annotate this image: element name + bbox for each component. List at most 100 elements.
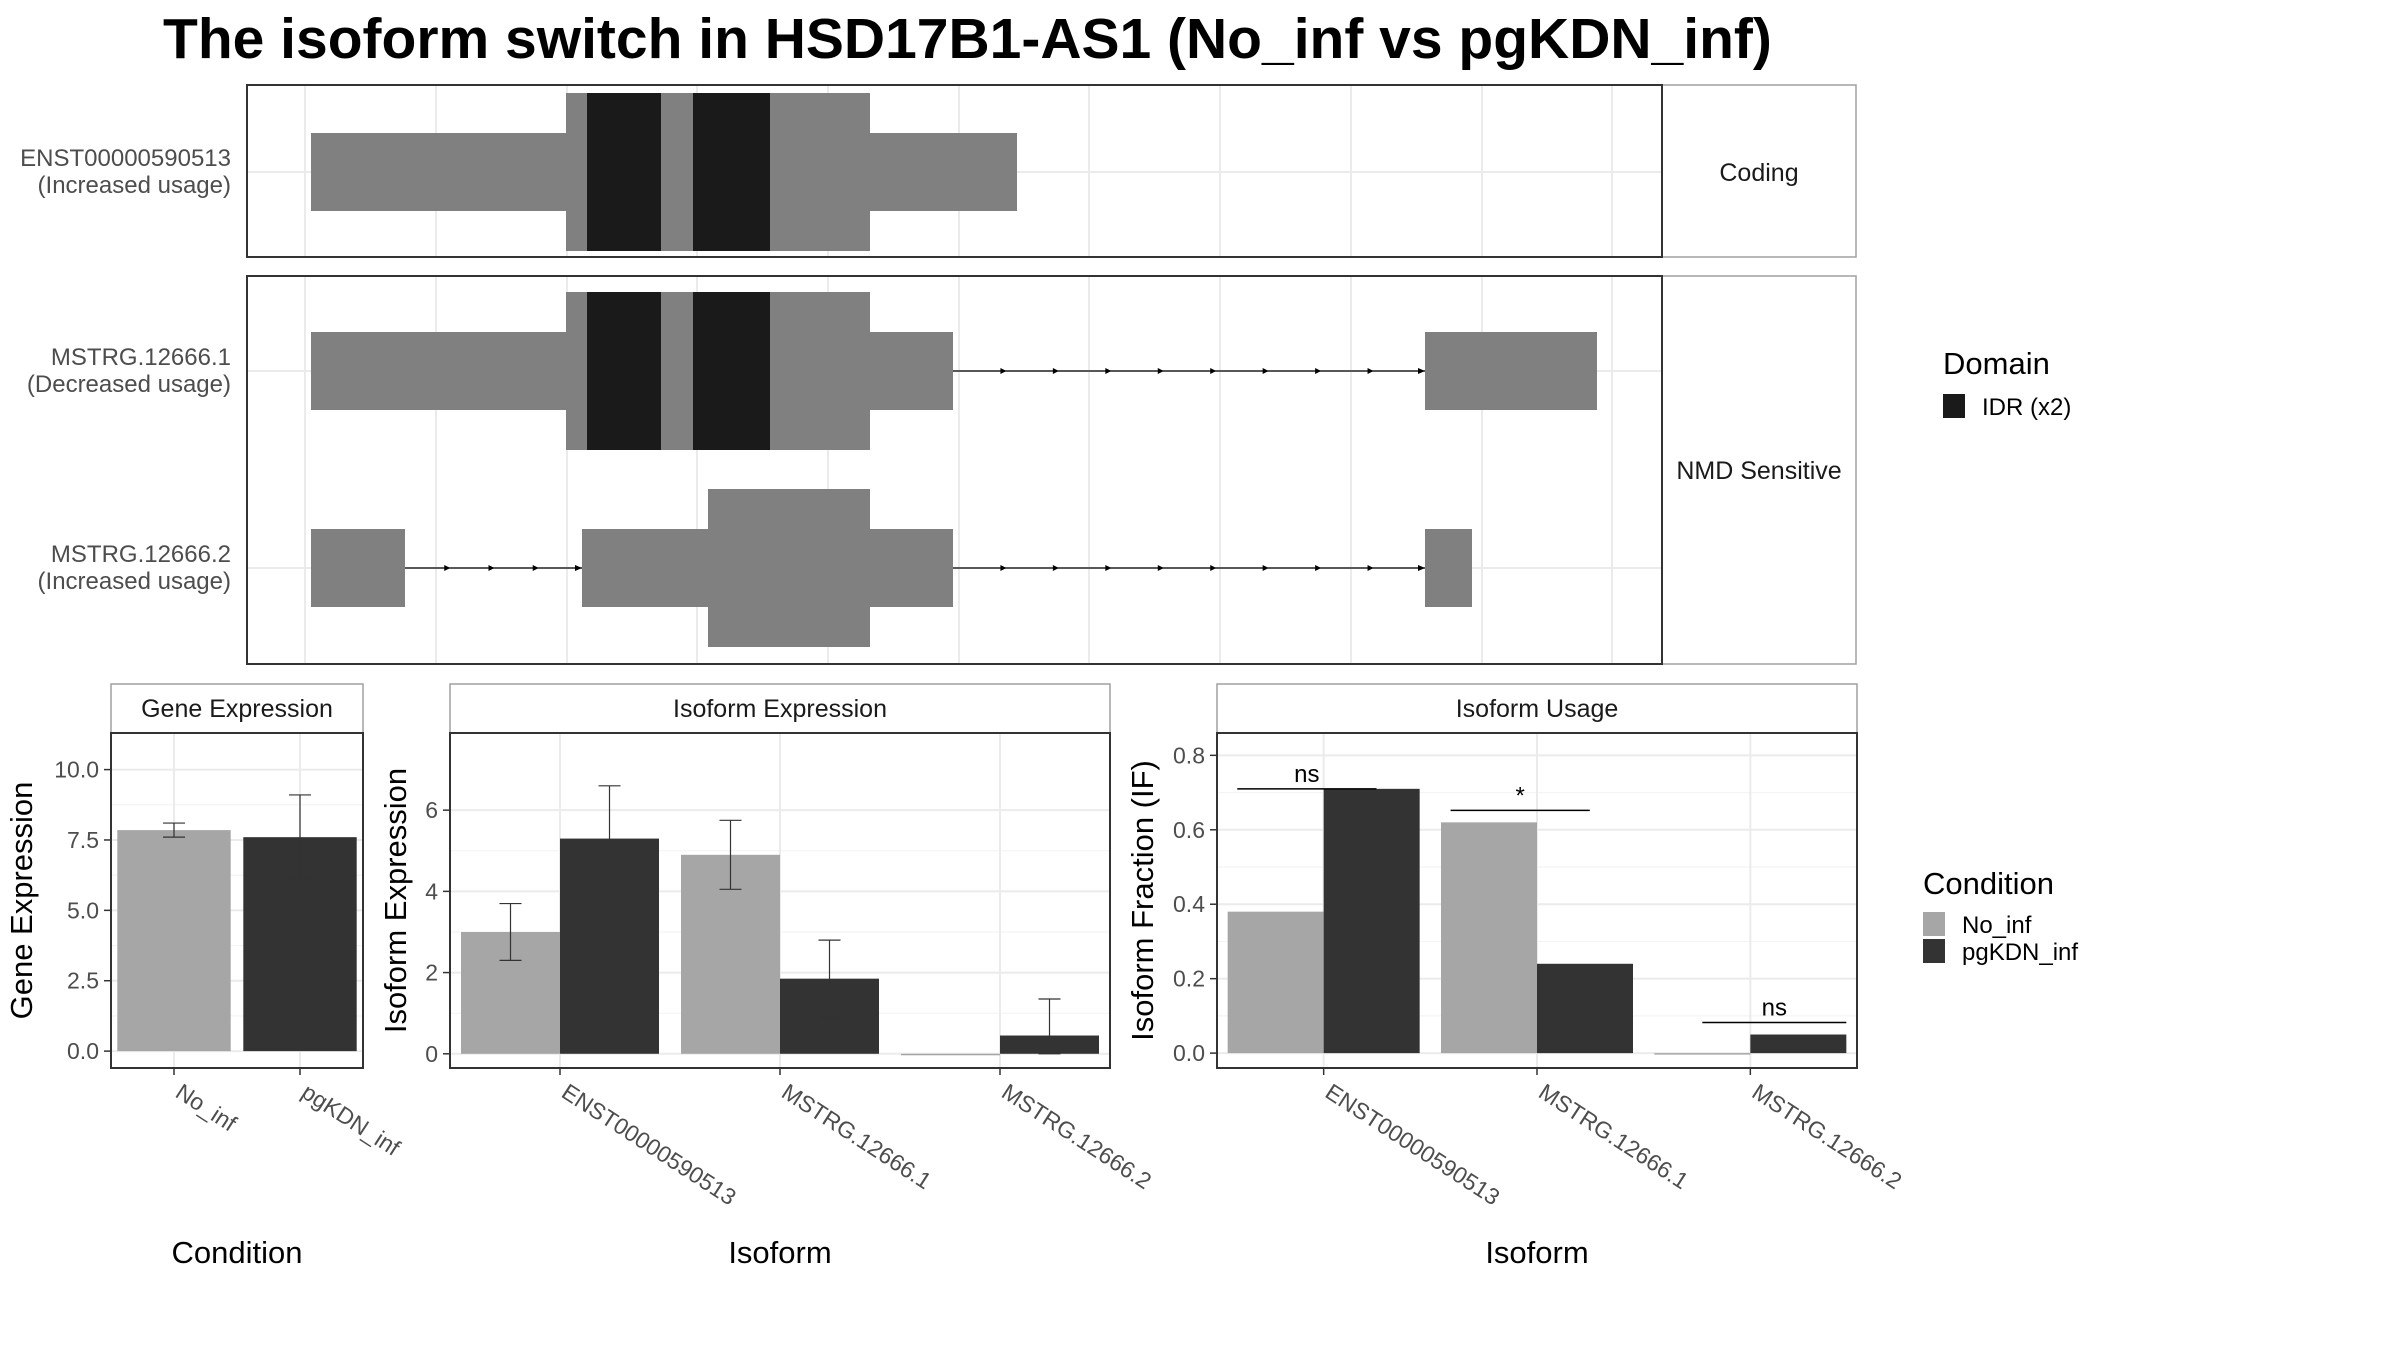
idr-domain [587, 93, 661, 251]
intron-arrow [1418, 565, 1425, 571]
exon [1425, 332, 1597, 410]
y-tick-label: 2 [425, 960, 438, 986]
bar-no-inf [1654, 1053, 1751, 1055]
y-axis-label: Gene Expression [4, 782, 39, 1020]
y-tick-label: 4 [425, 878, 438, 904]
y-tick-label: 7.5 [67, 827, 99, 853]
idr-domain [693, 292, 770, 450]
intron-arrow [1315, 368, 1322, 374]
significance-label: * [1516, 782, 1525, 809]
isoform-id-label: ENST00000590513 [20, 145, 231, 172]
bar-pgkdn-inf [1750, 1034, 1847, 1054]
exon [708, 489, 870, 647]
isoform-id-label: MSTRG.12666.2 [51, 541, 231, 568]
intron-arrow [532, 565, 539, 571]
x-tick-label: ENST00000590513 [1321, 1078, 1505, 1210]
intron-arrow [488, 565, 495, 571]
significance-label: ns [1294, 761, 1319, 788]
figure-title: The isoform switch in HSD17B1-AS1 (No_in… [163, 7, 1772, 71]
x-axis-label: Isoform [728, 1235, 831, 1270]
intron-arrow [444, 565, 451, 571]
isoform-usage-label: (Increased usage) [38, 568, 231, 595]
y-tick-label: 0.0 [67, 1038, 99, 1064]
exon [1425, 529, 1472, 607]
y-axis-label: Isoform Expression [378, 768, 413, 1033]
domain-legend-title: Domain [1943, 346, 2050, 381]
isoform-usage-label: (Decreased usage) [27, 371, 231, 398]
condition-legend-key [1923, 912, 1945, 936]
chart-title: Isoform Expression [673, 695, 887, 723]
domain-legend-key [1943, 394, 1965, 418]
x-tick-label: pgKDN_inf [297, 1078, 405, 1161]
facet-strip [1661, 275, 1857, 665]
intron-arrow [1157, 565, 1164, 571]
y-tick-label: 0 [425, 1041, 438, 1067]
intron-arrow [1105, 368, 1112, 374]
x-axis-label: Condition [172, 1235, 303, 1270]
intron-arrow [1000, 565, 1007, 571]
domain-legend: Domain IDR (x2) [1943, 346, 2071, 421]
facet-strip [449, 683, 1111, 734]
intron-arrow [1367, 565, 1374, 571]
bar-no-inf [1227, 911, 1324, 1054]
facet-strip-label: NMD Sensitive [1676, 457, 1841, 485]
x-tick-label: No_inf [171, 1078, 241, 1136]
y-tick-label: 0.8 [1173, 742, 1205, 768]
x-axis-label: Isoform [1485, 1235, 1588, 1270]
x-tick-label: MSTRG.12666.1 [777, 1078, 936, 1194]
bar-no-inf [901, 1053, 1000, 1056]
intron-arrow [1157, 368, 1164, 374]
condition-legend-label: No_inf [1962, 912, 2032, 939]
intron-arrow [575, 565, 582, 571]
bar-no-inf [1441, 822, 1537, 1054]
exon [311, 133, 566, 211]
y-tick-label: 10.0 [54, 757, 99, 783]
intron-arrow [1262, 368, 1269, 374]
structure-panel-border [246, 275, 1663, 665]
x-tick-label: MSTRG.12666.2 [1748, 1078, 1907, 1194]
intron-arrow [1000, 368, 1007, 374]
condition-legend-key [1923, 939, 1945, 963]
bar-pgkdn-inf [1537, 963, 1633, 1054]
isoform-id-label: MSTRG.12666.1 [51, 344, 231, 371]
chart-title: Gene Expression [141, 695, 333, 723]
intron-arrow [1052, 368, 1059, 374]
significance-label: ns [1762, 995, 1787, 1022]
chart-title: Isoform Usage [1456, 695, 1619, 723]
domain-legend-label: IDR (x2) [1982, 394, 2071, 421]
condition-legend-label: pgKDN_inf [1962, 939, 2078, 966]
facet-strip [110, 683, 364, 734]
isoform-usage-label: (Increased usage) [38, 172, 231, 199]
exon [311, 332, 566, 410]
x-tick-label: ENST00000590513 [557, 1078, 741, 1210]
intron-arrow [1210, 565, 1217, 571]
y-tick-label: 0.2 [1173, 966, 1205, 992]
y-tick-label: 0.0 [1173, 1040, 1205, 1066]
y-tick-label: 2.5 [67, 968, 99, 994]
idr-domain [693, 93, 770, 251]
structure-panel-border [246, 84, 1663, 258]
intron-arrow [1262, 565, 1269, 571]
bar-charts: Gene Expression 0.0 2.5 5.0 7.5 10.0 No_inf pgK… [4, 683, 1907, 1270]
y-tick-label: 0.6 [1173, 817, 1205, 843]
intron-arrow [1210, 368, 1217, 374]
y-tick-label: 6 [425, 797, 438, 823]
facet-strip-label: Coding [1719, 159, 1798, 187]
y-tick-label: 5.0 [67, 897, 99, 923]
intron-arrow [1367, 368, 1374, 374]
plot-border [110, 732, 364, 1069]
bar-pgkdn-inf [1323, 788, 1420, 1054]
facet-strip [1661, 84, 1857, 258]
idr-domain [587, 292, 661, 450]
intron-arrow [1052, 565, 1059, 571]
x-tick-label: MSTRG.12666.2 [997, 1078, 1156, 1194]
y-tick-label: 0.4 [1173, 891, 1205, 917]
facet-strip [1216, 683, 1858, 734]
x-tick-label: MSTRG.12666.1 [1534, 1078, 1693, 1194]
intron-arrow [1418, 368, 1425, 374]
condition-legend-title: Condition [1923, 866, 2054, 901]
exon [311, 529, 405, 607]
